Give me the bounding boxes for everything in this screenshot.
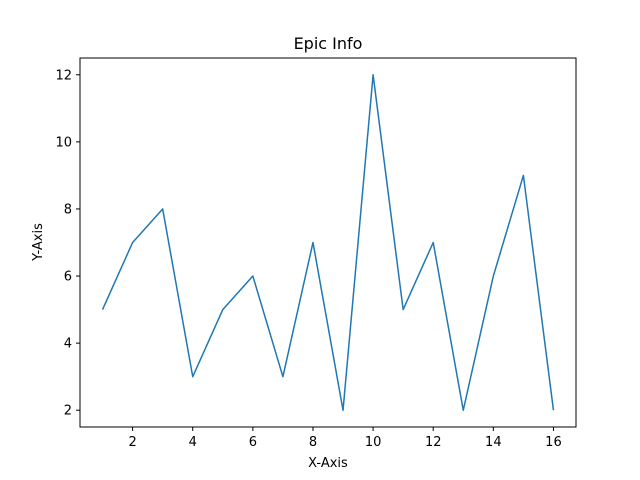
y-tick-label: 12: [55, 68, 72, 83]
x-tick-label: 16: [545, 435, 562, 450]
y-axis-label: Y-Axis: [31, 223, 46, 262]
x-tick-label: 2: [128, 435, 136, 450]
y-axis-ticks: 2 4 6 8 10 12: [55, 68, 80, 419]
y-tick-label: 4: [64, 337, 72, 352]
y-tick-label: 10: [55, 135, 72, 150]
x-tick-label: 8: [309, 435, 317, 450]
x-tick-label: 10: [365, 435, 382, 450]
series-line-1: [101, 74, 555, 411]
y-tick-label: 2: [64, 404, 72, 419]
axes-frame: [79, 57, 577, 428]
chart-title: Epic Info: [294, 34, 363, 53]
x-tick-label: 4: [189, 435, 197, 450]
x-axis-ticks: 2 4 6 8 10 12 14 16: [128, 427, 562, 450]
plot-area: [101, 74, 555, 411]
y-tick-label: 6: [64, 270, 72, 285]
x-tick-label: 14: [485, 435, 502, 450]
x-tick-label: 12: [425, 435, 442, 450]
y-tick-label: 8: [64, 202, 72, 217]
x-axis-label: X-Axis: [308, 456, 348, 471]
x-tick-label: 6: [249, 435, 257, 450]
